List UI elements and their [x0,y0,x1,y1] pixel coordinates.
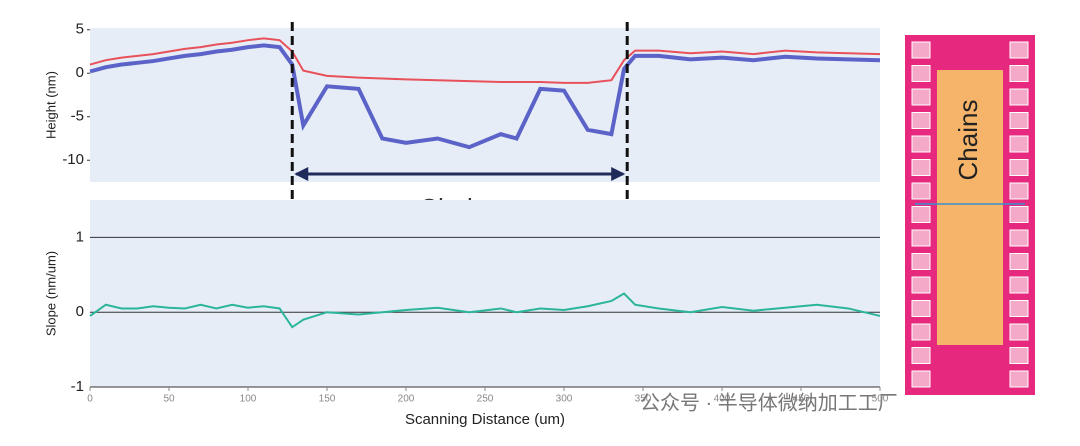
y-axis-label: Height (nm) [43,71,58,139]
y-tick-label: 1 [76,228,84,245]
y-tick-label: -10 [62,151,84,168]
pad [911,347,931,364]
y-tick-label: -5 [71,108,84,125]
y-tick-label: 0 [76,64,84,81]
pad [1009,135,1029,153]
x-tick-label: 300 [556,394,573,405]
pad [1009,182,1029,200]
x-tick-label: 450 [793,394,810,405]
x-tick-label: 150 [319,394,336,405]
pad [1009,41,1029,59]
x-tick-label: 500 [872,394,889,405]
pad [1009,370,1029,388]
data-line [89,292,881,329]
pad [911,88,931,106]
x-tick-label: 400 [714,394,731,405]
diagram-label: Chains [953,100,983,181]
pad [911,276,931,294]
layout-diagram: Chains [905,35,1035,395]
pad [911,370,931,388]
x-tick-label: 0 [87,394,93,405]
arrow-head [294,167,309,181]
pad [911,323,931,341]
data-line [89,43,881,150]
x-tick-label: 250 [477,394,494,405]
pad [1009,159,1029,176]
pad [1009,88,1029,106]
pad [911,253,931,270]
x-tick-label: 100 [240,394,257,405]
y-tick-label: -1 [71,378,84,395]
pad [1009,276,1029,294]
watermark: 公众号 · 半导体微纳加工工厂 [640,391,898,414]
pad [911,229,931,247]
pad [911,300,931,317]
arrow-head [611,167,626,181]
pad [911,159,931,176]
pad [1009,347,1029,364]
pad [1009,253,1029,270]
pads [911,41,1029,388]
pad [1009,112,1029,129]
pad [1009,65,1029,82]
y-tick-label: 5 [76,21,84,38]
x-tick-label: 350 [635,394,652,405]
x-axis-label: Scanning Distance (um) [405,411,565,428]
pad [911,65,931,82]
plot-background [90,200,880,387]
x-tick-label: 50 [163,394,175,405]
pad [911,206,931,223]
pad [911,112,931,129]
pad [1009,300,1029,317]
pad [911,135,931,153]
y-axis-label: Slope (nm/um) [43,251,58,336]
pad [1009,206,1029,223]
pad [1009,323,1029,341]
pad [911,182,931,200]
pad [911,41,931,59]
data-line [89,37,881,84]
x-tick-label: 200 [398,394,415,405]
chain-area [937,70,1003,345]
y-tick-label: 0 [76,303,84,320]
pad [1009,229,1029,247]
